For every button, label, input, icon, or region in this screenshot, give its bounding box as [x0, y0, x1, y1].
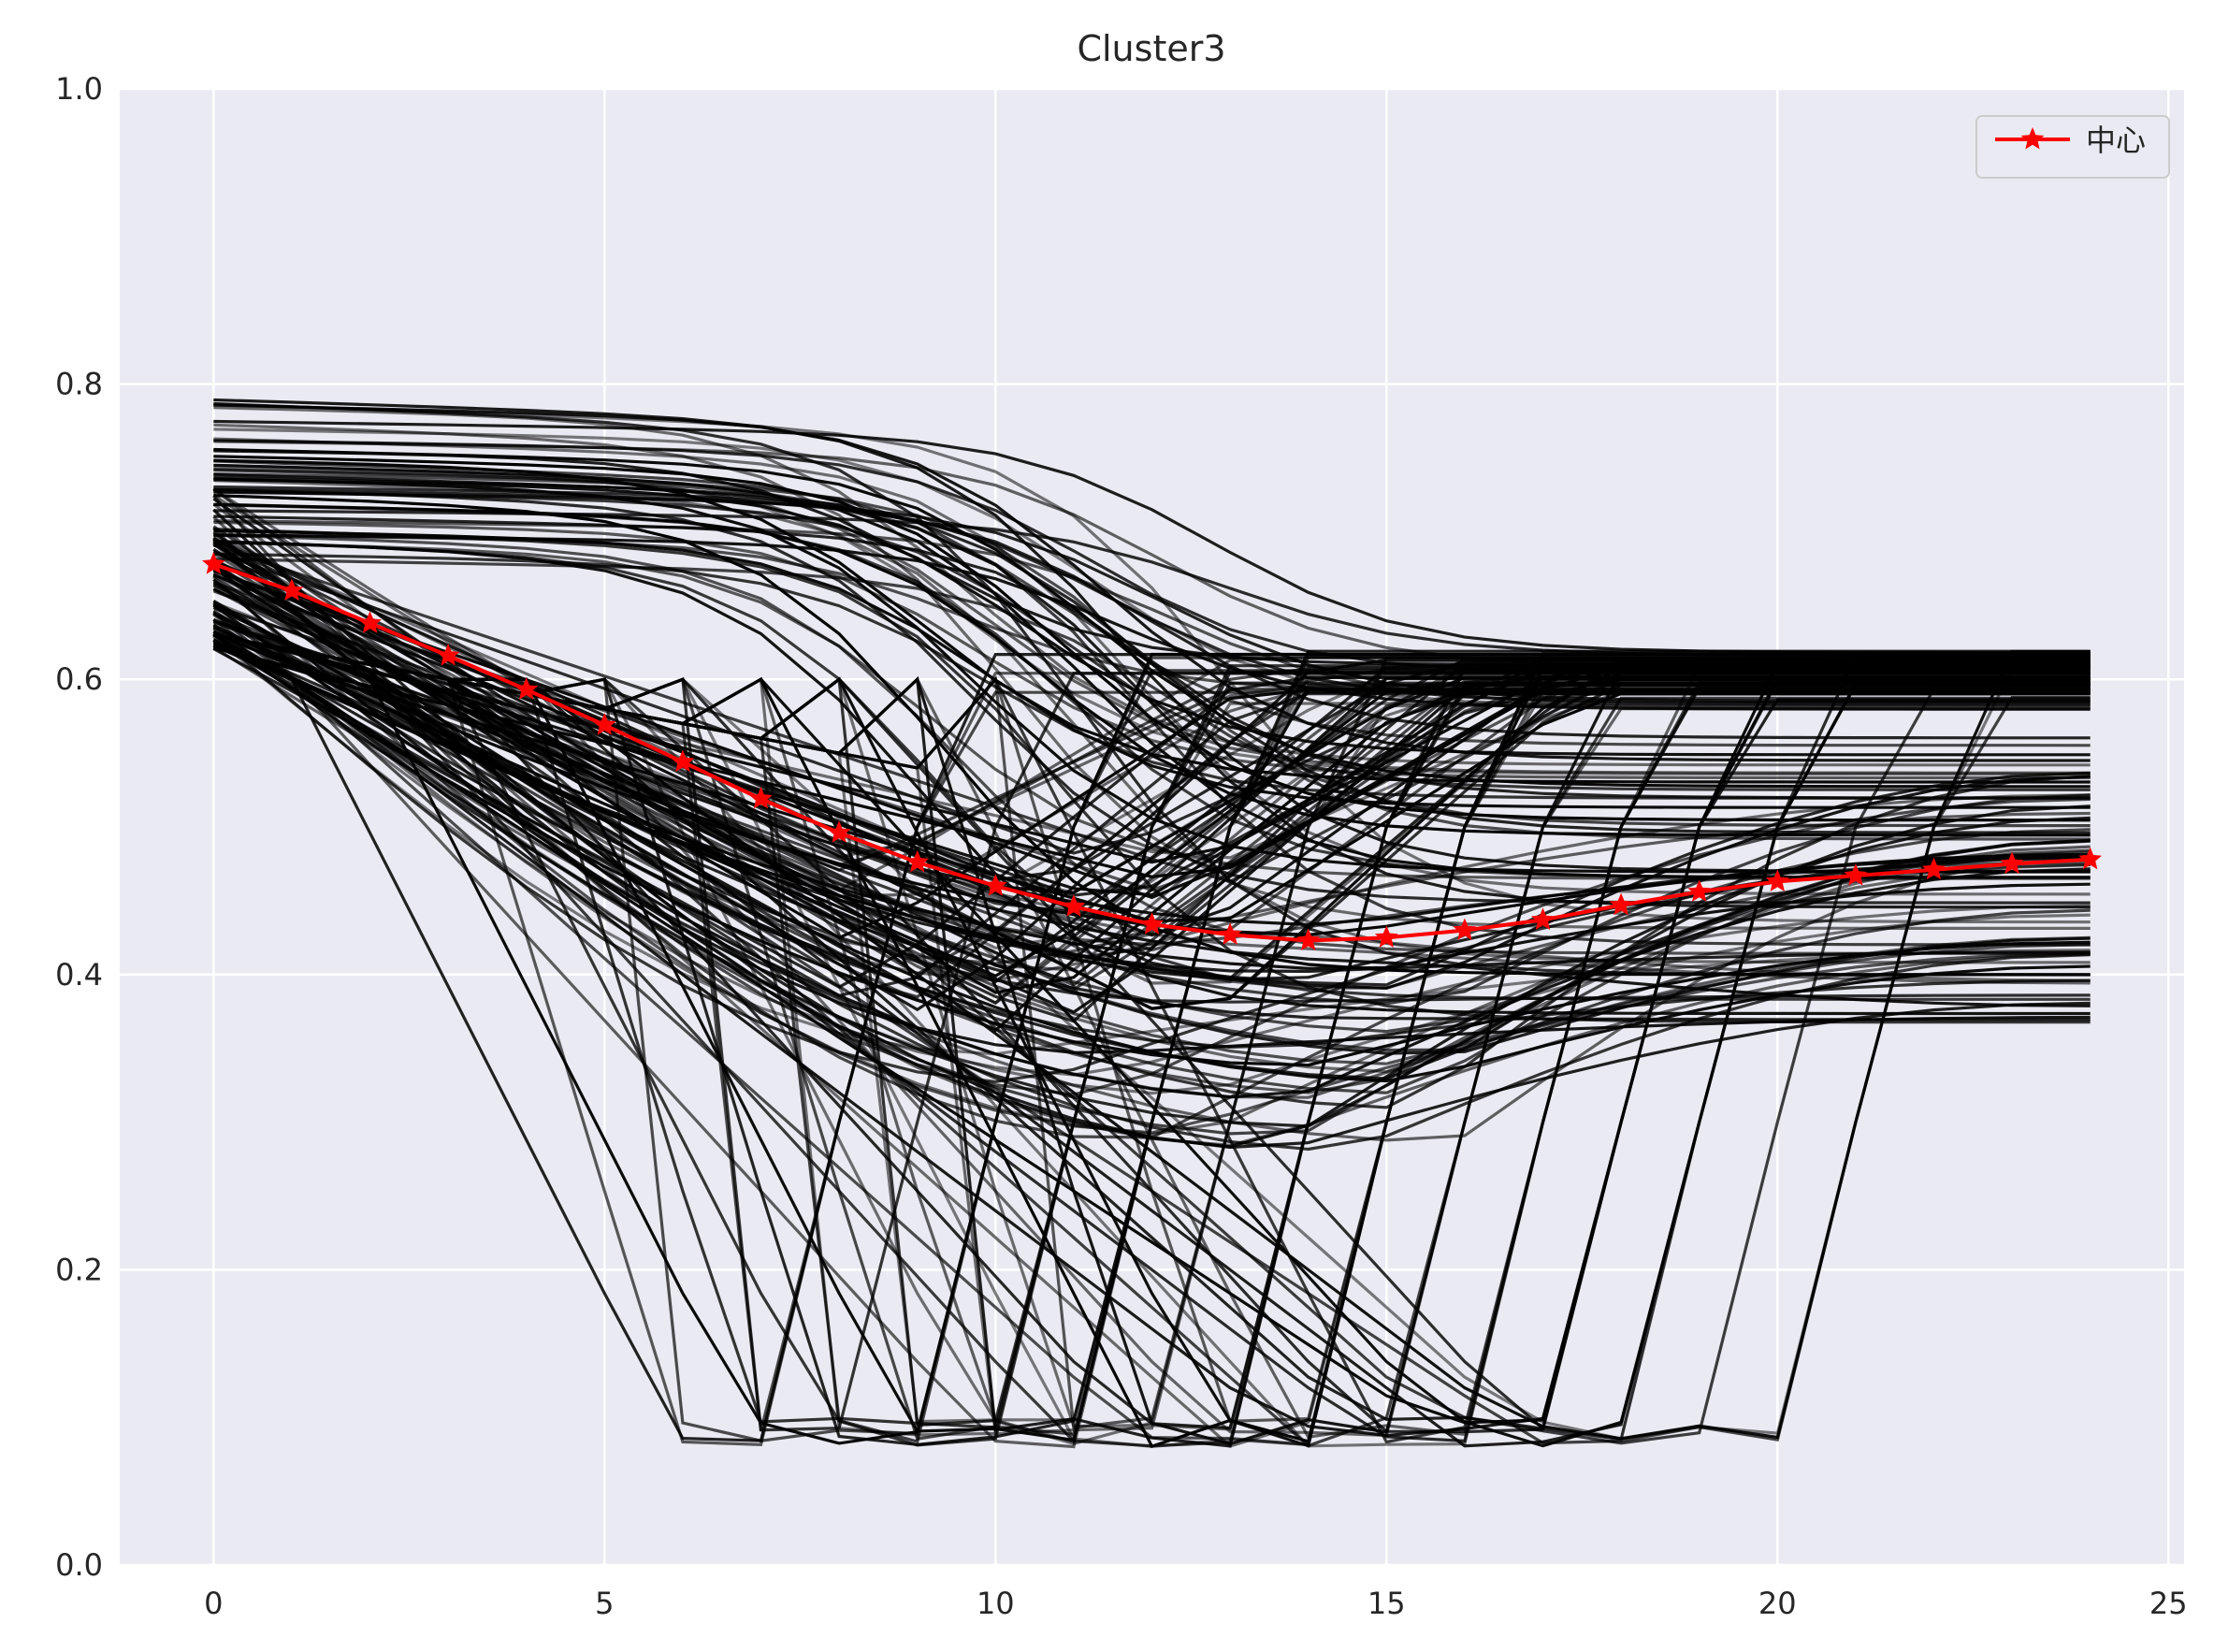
- member-line: [213, 476, 2091, 800]
- centroid-point: [905, 849, 930, 873]
- y-tick-label: 0.0: [55, 1547, 103, 1583]
- member-line: [212, 613, 2091, 1095]
- member-line: [213, 479, 2091, 964]
- centroid-series: [202, 552, 2102, 950]
- legend-label: 中心: [2086, 123, 2146, 158]
- centroid-point: [592, 713, 616, 735]
- member-line: [212, 530, 2091, 1109]
- member-line: [213, 466, 2091, 776]
- x-tick-label: 20: [1758, 1586, 1797, 1621]
- member-line: [213, 633, 2091, 1448]
- y-tick-label: 0.6: [55, 661, 103, 697]
- centroid-point: [983, 874, 1007, 896]
- member-line: [213, 423, 2091, 930]
- x-tick-label: 25: [2149, 1586, 2188, 1621]
- centroid-point: [202, 552, 225, 574]
- centroid-point: [1374, 925, 1398, 948]
- member-line: [212, 612, 2091, 1050]
- y-tick-label: 0.2: [55, 1252, 103, 1287]
- centroid-point: [280, 578, 304, 601]
- centroid-point: [749, 787, 773, 809]
- member-line: [212, 632, 2091, 1128]
- member-line: [212, 647, 2091, 990]
- member-line: [213, 502, 2091, 837]
- member-line: [212, 627, 2091, 1099]
- y-tick-label: 1.0: [55, 71, 103, 107]
- centroid-point: [1296, 928, 1321, 950]
- member-line: [213, 437, 2091, 896]
- member-line: [213, 487, 2091, 905]
- centroid-point: [1922, 857, 1946, 880]
- member-line: [213, 487, 2091, 740]
- member-line: [212, 539, 2091, 1010]
- centroid-point: [1218, 922, 1242, 945]
- legend-box: [1975, 115, 2170, 179]
- member-line: [212, 635, 2091, 1056]
- x-tick-label: 0: [204, 1586, 223, 1621]
- legend-marker: [2020, 127, 2045, 150]
- x-tick-label: 15: [1367, 1586, 1406, 1621]
- member-line: [213, 540, 2091, 1001]
- y-tick-label: 0.8: [55, 367, 103, 402]
- centroid-point: [514, 677, 539, 700]
- y-tick-label: 0.4: [55, 957, 103, 993]
- centroid-point: [2000, 851, 2024, 874]
- member-line: [213, 403, 2091, 762]
- member-line: [212, 559, 2091, 1094]
- member-line: [212, 601, 2091, 891]
- tick-labels: 0 5 10 15 20 25 0.0 0.2 0.4 0.6 0.8 1.0: [55, 71, 2188, 1621]
- x-tick-label: 5: [595, 1586, 614, 1621]
- member-line: [213, 401, 2091, 977]
- member-line: [213, 402, 2091, 924]
- member-line: [213, 533, 2091, 955]
- centroid-point: [671, 749, 695, 773]
- centroid-point: [436, 644, 460, 666]
- centroid-point: [358, 611, 382, 633]
- centroid-point: [2078, 847, 2102, 870]
- member-line: [212, 497, 2091, 1055]
- member-line: [213, 489, 2091, 791]
- member-line: [213, 427, 2091, 708]
- chart-title: Cluster3: [1077, 28, 1225, 69]
- centroid-point: [1609, 892, 1633, 916]
- centroid-point: [1531, 907, 1555, 930]
- centroid-point: [1765, 869, 1789, 891]
- member-line: [213, 633, 2091, 1448]
- member-line: [213, 520, 2091, 780]
- centroid-point: [1687, 879, 1712, 902]
- member-line: [213, 478, 2091, 757]
- legend: 中心: [1975, 115, 2170, 179]
- x-tick-label: 10: [977, 1586, 1015, 1621]
- centroid-point: [827, 820, 851, 843]
- centroid-point: [1844, 863, 1868, 886]
- centroid-point: [1453, 918, 1477, 940]
- member-line: [212, 508, 2091, 1150]
- centroid-point: [1062, 894, 1086, 917]
- member-line: [212, 525, 2091, 1052]
- centroid-point: [1140, 912, 1164, 935]
